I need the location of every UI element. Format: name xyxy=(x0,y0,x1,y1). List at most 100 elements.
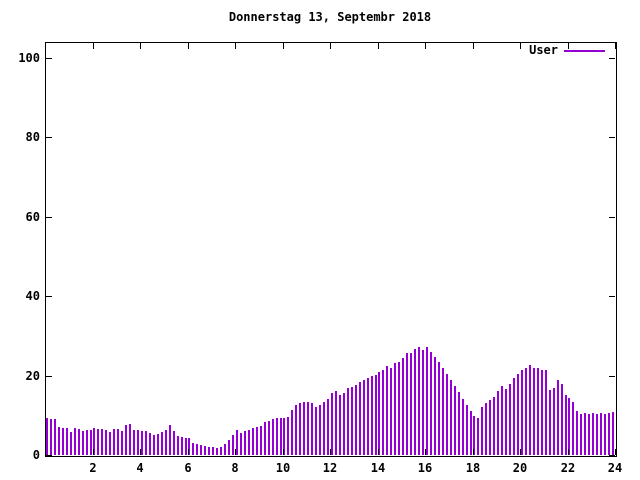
bar xyxy=(307,402,309,455)
tick-mark xyxy=(615,43,616,49)
tick-mark xyxy=(46,137,52,138)
bar xyxy=(315,407,317,455)
bar xyxy=(46,418,48,455)
bar xyxy=(181,437,183,455)
tick-mark xyxy=(235,43,236,49)
bar xyxy=(196,444,198,455)
bar xyxy=(224,444,226,455)
bar xyxy=(62,428,64,455)
bar xyxy=(458,392,460,455)
bar xyxy=(70,432,72,455)
bar xyxy=(533,368,535,455)
bar xyxy=(434,357,436,455)
bar xyxy=(125,425,127,455)
bar xyxy=(78,429,80,455)
y-tick-label: 100 xyxy=(18,51,40,65)
bar xyxy=(335,391,337,455)
tick-mark xyxy=(235,449,236,455)
tick-mark xyxy=(609,217,615,218)
bar xyxy=(367,378,369,455)
bar xyxy=(303,402,305,455)
tick-mark xyxy=(520,43,521,49)
bar xyxy=(600,413,602,455)
bar xyxy=(608,413,610,455)
bar xyxy=(363,380,365,455)
bar xyxy=(165,430,167,455)
bar xyxy=(454,386,456,455)
bar xyxy=(378,372,380,455)
bar xyxy=(442,368,444,455)
bar xyxy=(382,370,384,455)
bar xyxy=(588,414,590,455)
bar xyxy=(477,418,479,455)
bar xyxy=(410,353,412,455)
bar xyxy=(90,430,92,455)
tick-mark xyxy=(283,43,284,49)
tick-mark xyxy=(425,43,426,49)
bar xyxy=(188,438,190,455)
tick-mark xyxy=(46,376,52,377)
bar xyxy=(505,389,507,455)
bar xyxy=(121,431,123,455)
tick-mark xyxy=(473,43,474,49)
tick-mark xyxy=(93,449,94,455)
bar xyxy=(129,424,131,455)
bar xyxy=(470,411,472,455)
bar xyxy=(509,384,511,455)
bar xyxy=(291,410,293,455)
bar xyxy=(161,432,163,455)
tick-mark xyxy=(46,296,52,297)
bar xyxy=(529,365,531,455)
tick-mark xyxy=(615,449,616,455)
bar xyxy=(497,391,499,455)
bar xyxy=(200,445,202,455)
bar xyxy=(145,431,147,455)
bar xyxy=(489,400,491,455)
bar xyxy=(422,350,424,455)
bar xyxy=(276,418,278,455)
bar xyxy=(264,422,266,455)
bar xyxy=(584,413,586,455)
tick-mark xyxy=(46,217,52,218)
x-tick-label: 8 xyxy=(231,461,239,475)
bar xyxy=(283,418,285,455)
bar xyxy=(596,414,598,455)
bar xyxy=(355,385,357,455)
bar xyxy=(311,403,313,455)
bar xyxy=(208,447,210,455)
bar xyxy=(97,429,99,455)
bar xyxy=(426,347,428,455)
legend-line-sample xyxy=(564,50,605,52)
bar xyxy=(521,370,523,455)
bar xyxy=(86,430,88,455)
bar xyxy=(561,384,563,455)
bar xyxy=(517,374,519,455)
bar xyxy=(272,419,274,455)
x-tick-label: 14 xyxy=(370,461,386,475)
bar xyxy=(232,435,234,455)
bar xyxy=(541,370,543,455)
legend: User xyxy=(480,44,610,57)
chart-title: Donnerstag 13, Septembr 2018 xyxy=(228,10,432,24)
x-tick-label: 24 xyxy=(607,461,623,475)
tick-mark xyxy=(609,376,615,377)
bar xyxy=(612,412,614,455)
bar xyxy=(493,397,495,455)
x-tick-label: 2 xyxy=(89,461,97,475)
x-tick-label: 20 xyxy=(512,461,528,475)
bar xyxy=(525,368,527,455)
bar xyxy=(576,411,578,455)
tick-mark xyxy=(609,137,615,138)
legend-label: User xyxy=(529,43,558,57)
bar xyxy=(398,362,400,455)
bar xyxy=(58,427,60,455)
bar xyxy=(50,419,52,455)
bar xyxy=(485,403,487,455)
tick-mark xyxy=(283,449,284,455)
bar xyxy=(117,429,119,455)
tick-mark xyxy=(609,58,615,59)
bar xyxy=(339,395,341,455)
bar xyxy=(568,398,570,455)
tick-mark xyxy=(140,43,141,49)
